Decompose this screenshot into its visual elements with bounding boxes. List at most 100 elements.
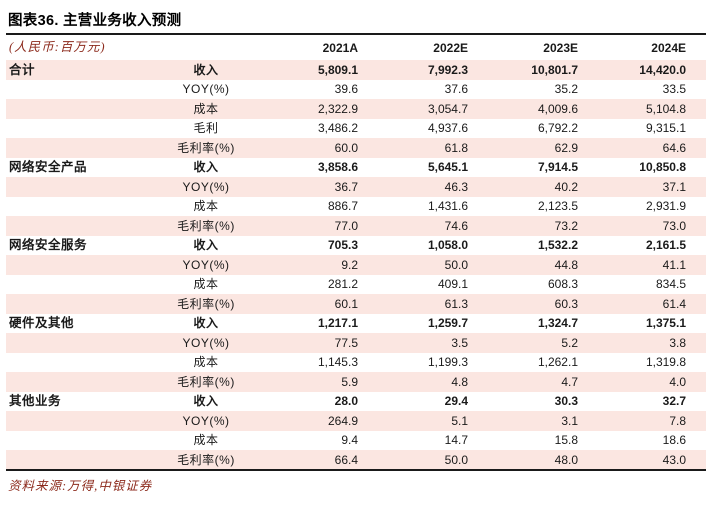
value-cell: 3.5 [451,335,468,350]
section-label: 合计 [9,62,36,77]
table-row: 毛利率(%) 5.9 4.8 4.7 4.0 [6,372,706,392]
column-header-2024e: 2024E [651,40,686,55]
value-cell: 2,322.9 [317,101,358,116]
value-cell: 886.7 [327,199,358,214]
value-cell: 3,858.6 [317,160,358,175]
section-label: 网络安全服务 [9,238,88,252]
value-cell: 6,792.2 [537,121,578,136]
value-cell: 9,315.1 [645,121,686,136]
value-cell: 5,645.1 [427,160,468,175]
metric-label: 毛利率(%) [177,140,235,155]
value-cell: 4.0 [669,374,686,389]
value-cell: 32.7 [662,394,686,409]
value-cell: 40.2 [554,179,578,194]
metric-label: YOY(%) [182,257,230,272]
value-cell: 1,375.1 [645,316,686,331]
metric-label: 毛利率(%) [177,296,235,311]
value-cell: 61.4 [662,296,686,311]
value-cell: 35.2 [554,82,578,97]
value-cell: 50.0 [444,257,468,272]
table-row: 毛利 3,486.2 4,937.6 6,792.2 9,315.1 [6,119,706,139]
value-cell: 77.5 [334,335,358,350]
section-label: 其他业务 [9,394,62,408]
value-cell: 3.8 [669,335,686,350]
table-row: 硬件及其他 收入 1,217.1 1,259.7 1,324.7 1,375.1 [6,314,706,334]
table-row: YOY(%) 77.5 3.5 5.2 3.8 [6,333,706,353]
value-cell: 9.2 [341,257,358,272]
value-cell: 29.4 [444,394,468,409]
table-row: 成本 2,322.9 3,054.7 4,009.6 5,104.8 [6,99,706,119]
value-cell: 61.3 [444,296,468,311]
figure-title: 图表36. 主营业务收入预测 [8,13,182,29]
value-cell: 44.8 [554,257,578,272]
value-cell: 5.1 [451,413,468,428]
value-cell: 61.8 [444,140,468,155]
value-cell: 1,199.3 [427,355,468,370]
value-cell: 5,104.8 [645,101,686,116]
bottom-rule [6,469,706,471]
value-cell: 3.1 [561,413,578,428]
value-cell: 5.9 [341,374,358,389]
value-cell: 15.8 [554,433,578,448]
value-cell: 66.4 [334,452,358,467]
metric-label: YOY(%) [182,413,230,428]
section-label: 硬件及其他 [9,316,75,330]
value-cell: 608.3 [547,277,578,292]
value-cell: 4,937.6 [427,121,468,136]
top-rule [6,33,706,35]
value-cell: 3,486.2 [317,121,358,136]
metric-label: 成本 [193,199,219,214]
column-header-2023e: 2023E [543,40,578,55]
currency-unit-note: (人民币:百万元) [9,40,106,55]
table-row: 网络安全产品 收入 3,858.6 5,645.1 7,914.5 10,850.8 [6,158,706,178]
value-cell: 281.2 [327,277,358,292]
metric-label: 收入 [193,160,219,175]
table-row: 毛利率(%) 60.0 61.8 62.9 64.6 [6,138,706,158]
value-cell: 264.9 [327,413,358,428]
column-header-2021a: 2021A [322,40,358,55]
table-row: 合计 收入 5,809.1 7,992.3 10,801.7 14,420.0 [6,60,706,80]
table-row: 毛利率(%) 77.0 74.6 73.2 73.0 [6,216,706,236]
value-cell: 3,054.7 [427,101,468,116]
table-row: 其他业务 收入 28.0 29.4 30.3 32.7 [6,392,706,412]
metric-label: 成本 [193,355,219,370]
metric-label: 收入 [193,238,219,253]
metric-label: YOY(%) [182,335,230,350]
table-row: 毛利率(%) 60.1 61.3 60.3 61.4 [6,294,706,314]
value-cell: 74.6 [444,218,468,233]
value-cell: 60.0 [334,140,358,155]
table-header-row: (人民币:百万元) 2021A 2022E 2023E 2024E [6,35,706,60]
value-cell: 37.1 [662,179,686,194]
value-cell: 1,324.7 [537,316,578,331]
value-cell: 1,058.0 [427,238,468,253]
metric-label: YOY(%) [182,82,230,97]
table-row: YOY(%) 9.2 50.0 44.8 41.1 [6,255,706,275]
value-cell: 834.5 [655,277,686,292]
metric-label: 毛利率(%) [177,218,235,233]
value-cell: 1,217.1 [317,316,358,331]
forecast-table: (人民币:百万元) 2021A 2022E 2023E 2024E 合计 收入 5,… [6,35,706,470]
value-cell: 60.1 [334,296,358,311]
metric-label: 成本 [193,101,219,116]
value-cell: 2,123.5 [537,199,578,214]
metric-label: YOY(%) [182,179,230,194]
value-cell: 4.8 [451,374,468,389]
value-cell: 36.7 [334,179,358,194]
value-cell: 1,431.6 [427,199,468,214]
value-cell: 39.6 [334,82,358,97]
value-cell: 409.1 [437,277,468,292]
metric-label: 成本 [193,433,219,448]
value-cell: 30.3 [554,394,578,409]
source-note: 资料来源:万得,中银证券 [8,479,153,493]
value-cell: 14,420.0 [639,62,686,77]
value-cell: 5,809.1 [317,62,358,77]
section-label: 网络安全产品 [9,160,88,174]
metric-label: 收入 [193,316,219,331]
value-cell: 46.3 [444,179,468,194]
value-cell: 33.5 [662,82,686,97]
value-cell: 705.3 [327,238,358,253]
table-row: YOY(%) 39.6 37.6 35.2 33.5 [6,80,706,100]
column-header-2022e: 2022E [433,40,468,55]
value-cell: 1,532.2 [537,238,578,253]
